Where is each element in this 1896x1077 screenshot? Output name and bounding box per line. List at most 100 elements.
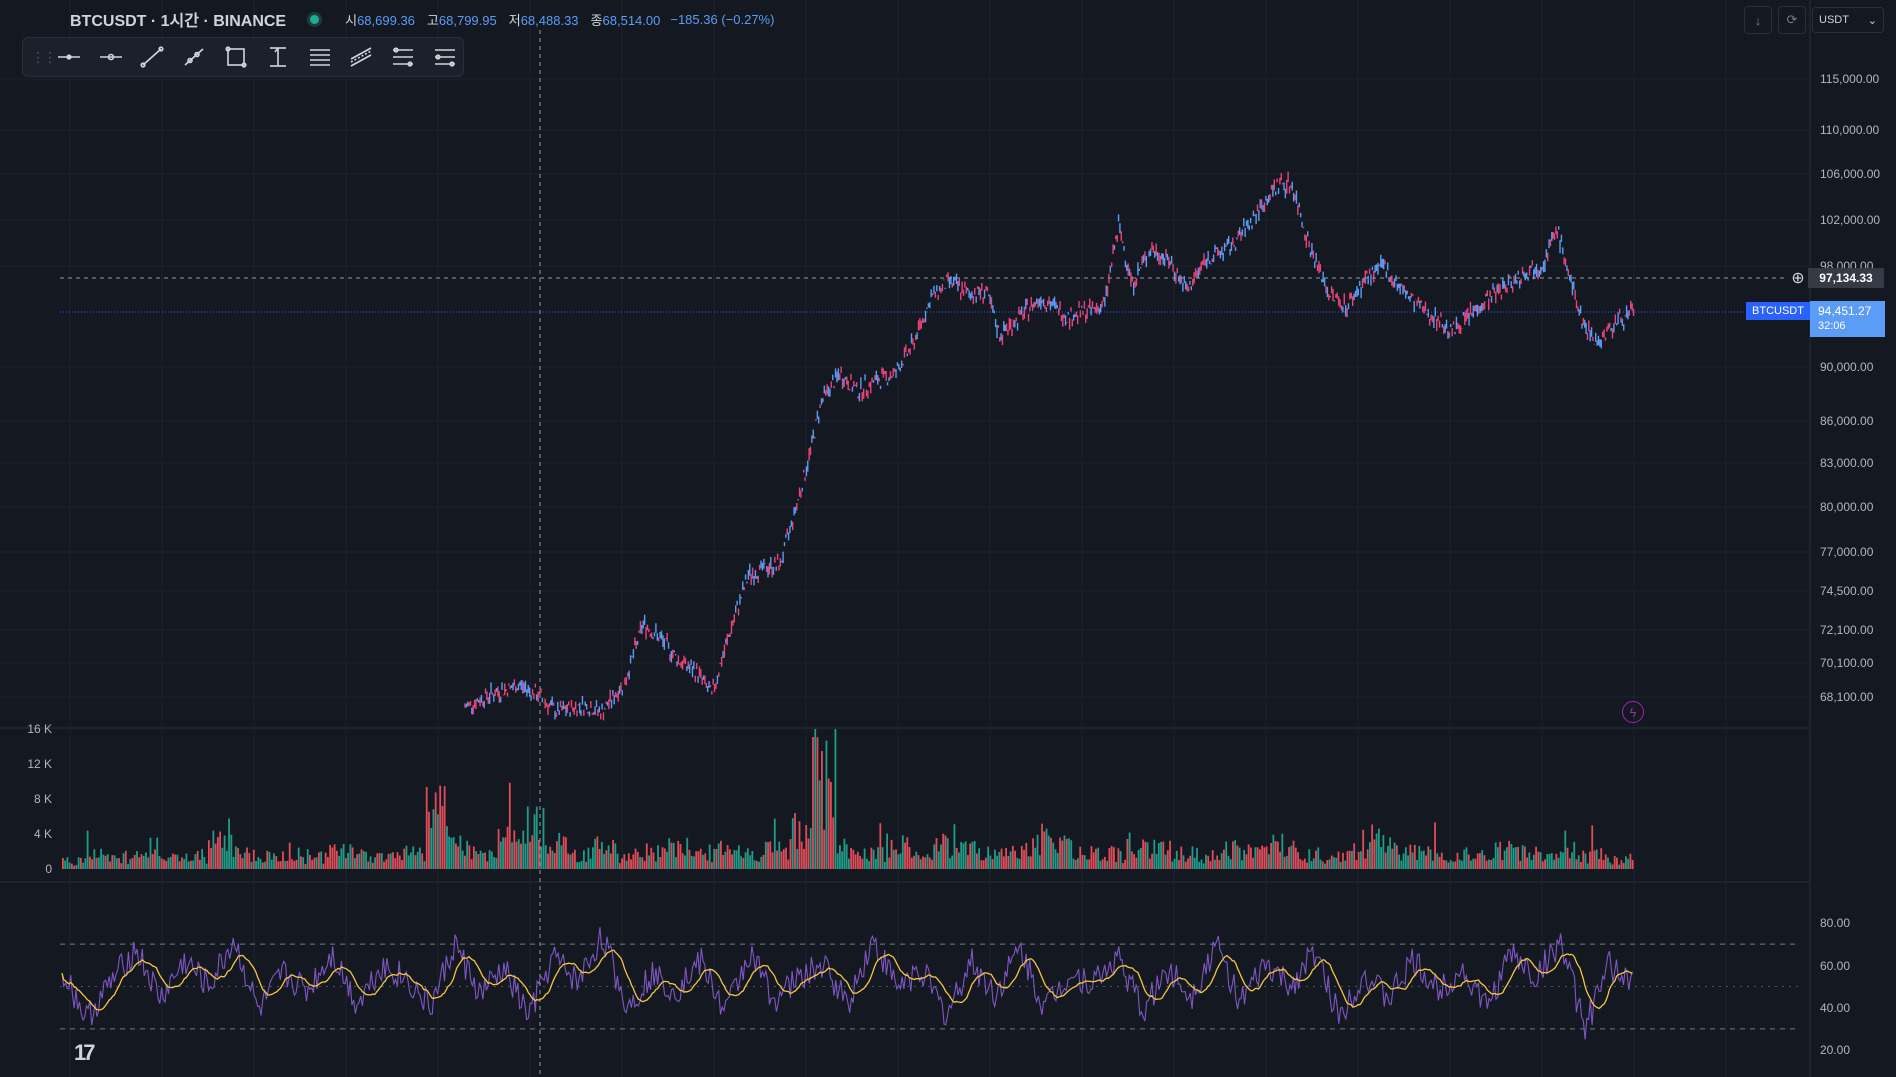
volume-bar	[210, 848, 213, 869]
volume-bar	[434, 792, 437, 869]
volume-bar	[708, 844, 711, 869]
volume-bar	[843, 838, 846, 869]
volume-bar	[1227, 855, 1230, 869]
download-arrow-icon[interactable]: ↓	[1744, 6, 1772, 34]
volume-bar	[1191, 846, 1194, 869]
volume-bar	[1032, 838, 1034, 869]
volume-bar	[1310, 861, 1313, 869]
add-alert-icon[interactable]: ⊕	[1791, 270, 1805, 287]
rsi-tick-label: 80.00	[1820, 916, 1851, 930]
volume-bar	[773, 818, 776, 869]
volume-bar	[1404, 847, 1407, 869]
volume-bar	[672, 842, 675, 869]
symbol-title[interactable]: BTCUSDT · 1시간 · BINANCE	[70, 13, 287, 30]
volume-bar	[848, 858, 850, 869]
ray-line-icon[interactable]	[176, 41, 212, 73]
trend-line-icon[interactable]	[135, 41, 171, 73]
fib-extension-icon[interactable]	[427, 41, 463, 73]
price-range-icon[interactable]	[260, 41, 296, 73]
rsi-ma-line	[61, 949, 1633, 1011]
parallel-channel-icon[interactable]	[302, 41, 338, 73]
volume-bar	[154, 849, 156, 869]
volume-bar	[645, 843, 648, 869]
volume-bar	[475, 851, 478, 869]
volume-bar	[270, 859, 273, 869]
volume-bar	[1139, 847, 1142, 869]
volume-bar	[1360, 851, 1362, 869]
volume-bar	[1339, 861, 1342, 869]
volume-bar	[401, 860, 403, 869]
volume-bar	[1007, 855, 1010, 869]
volume-bar	[578, 861, 581, 869]
pitchfork-icon[interactable]	[344, 41, 380, 73]
volume-bar	[1398, 854, 1400, 869]
volume-bar	[156, 837, 159, 869]
volume-bar	[111, 855, 114, 869]
volume-bar	[668, 838, 671, 869]
volume-bar	[1411, 852, 1414, 869]
volume-bar	[205, 863, 208, 869]
lightning-icon[interactable]: ϟ	[1622, 701, 1644, 723]
price-tick-label: 80,000.00	[1820, 500, 1874, 514]
volume-bar	[971, 841, 974, 869]
volume-bar	[906, 837, 909, 869]
volume-bar	[886, 833, 888, 869]
volume-bar	[1157, 842, 1160, 869]
volume-bar	[625, 860, 628, 869]
volume-bar	[722, 855, 725, 869]
volume-bar	[1337, 851, 1340, 869]
horizontal-ray-icon[interactable]	[93, 41, 129, 73]
volume-bar	[1029, 856, 1032, 869]
volume-bar	[719, 840, 722, 869]
rectangle-icon[interactable]	[218, 41, 254, 73]
volume-bar	[1041, 823, 1043, 869]
horizontal-line-icon[interactable]	[51, 41, 87, 73]
volume-bar	[313, 857, 316, 869]
volume-bar	[731, 854, 734, 869]
volume-bar	[1088, 859, 1091, 869]
volume-bar	[605, 850, 608, 869]
volume-bar	[115, 858, 118, 869]
volume-bar	[1501, 860, 1504, 869]
fib-retracement-icon[interactable]	[385, 41, 421, 73]
volume-bar	[1380, 847, 1383, 869]
volume-bar	[1600, 848, 1603, 869]
volume-bar	[275, 855, 278, 869]
volume-bar	[190, 860, 192, 869]
volume-bar	[1355, 860, 1358, 869]
volume-bar	[740, 856, 743, 869]
currency-select[interactable]: USDT ⌄	[1812, 7, 1884, 33]
volume-bar	[1261, 845, 1264, 869]
volume-bar	[286, 860, 289, 869]
volume-bar	[1025, 842, 1028, 869]
volume-bar	[556, 841, 558, 869]
price-tick-label: 102,000.00	[1820, 213, 1881, 227]
volume-bar	[448, 836, 451, 869]
volume-bar	[1324, 863, 1326, 869]
volume-bar	[241, 858, 244, 869]
volume-bar	[1425, 855, 1427, 869]
drag-handle-icon[interactable]: ⋮⋮	[31, 48, 57, 65]
volume-bar	[704, 853, 707, 869]
volume-bar	[293, 860, 296, 869]
volume-bar	[621, 858, 623, 869]
ohlc-low: 저68,488.33	[508, 12, 579, 28]
volume-bar	[479, 850, 482, 869]
volume-bar	[1631, 859, 1634, 869]
volume-bar	[1225, 841, 1228, 869]
volume-bar	[1564, 830, 1567, 869]
price-tick-label: 86,000.00	[1820, 414, 1874, 428]
volume-bar	[1335, 857, 1338, 869]
volume-bar	[1362, 829, 1365, 869]
volume-bar	[1609, 862, 1612, 869]
price-tick-label: 90,000.00	[1820, 360, 1874, 374]
refresh-icon[interactable]: ⟳	[1778, 6, 1806, 34]
volume-bar	[333, 844, 336, 869]
volume-bar	[924, 857, 927, 869]
volume-bar	[1092, 852, 1095, 869]
volume-bar	[1052, 842, 1055, 869]
tradingview-logo[interactable]: 17	[74, 1040, 96, 1065]
volume-bar	[322, 863, 325, 869]
volume-bar	[1038, 855, 1041, 869]
